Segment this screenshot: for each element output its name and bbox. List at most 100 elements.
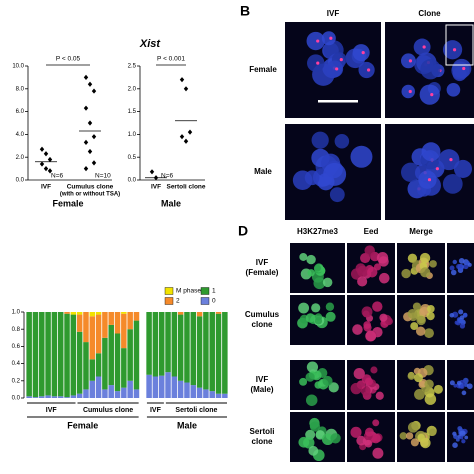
nucleus — [453, 159, 473, 178]
signal — [361, 50, 365, 55]
nucleus — [405, 432, 414, 440]
bar-segment — [95, 314, 102, 354]
y-tick-label: 8.0 — [16, 86, 25, 92]
bar-segment — [114, 391, 121, 398]
nucleus — [352, 324, 363, 335]
nucleus — [356, 435, 367, 446]
y-tick-label: 4.0 — [16, 132, 25, 138]
bar-segment — [64, 313, 70, 398]
legend-label: 2 — [176, 298, 180, 305]
row-label: clone — [252, 437, 273, 446]
n-label: N=6 — [51, 173, 63, 180]
data-point — [87, 120, 93, 126]
signal — [408, 59, 413, 63]
bar-segment — [222, 393, 228, 398]
group-label: Male — [161, 198, 181, 208]
nucleus — [416, 315, 426, 326]
nucleus — [410, 438, 419, 447]
column-label: Clone — [418, 9, 441, 18]
nucleus — [306, 254, 316, 265]
signal — [316, 61, 320, 65]
legend-label: M phase — [176, 288, 201, 295]
bar-segment — [89, 312, 96, 317]
nucleus — [401, 84, 416, 99]
bar-segment — [114, 312, 121, 334]
nucleus — [458, 309, 464, 315]
chart-title: Xist — [139, 38, 162, 50]
y-tick-label: 0.6 — [12, 344, 21, 350]
nucleus — [360, 252, 371, 264]
bar-segment — [76, 312, 83, 315]
y-tick-label: 1.0 — [128, 132, 137, 138]
nucleus — [334, 133, 350, 149]
data-point — [149, 169, 155, 175]
bar-segment — [121, 313, 127, 349]
bar-segment — [95, 312, 102, 315]
nucleus — [305, 372, 315, 382]
bar-segment — [76, 331, 83, 394]
bar-segment — [146, 374, 152, 398]
nucleus — [410, 322, 419, 331]
nucleus — [358, 61, 375, 79]
bar-segment — [32, 312, 39, 398]
data-point — [39, 161, 45, 167]
legend-swatch — [200, 297, 210, 305]
bar-segment — [222, 312, 228, 394]
y-tick-label: 0.0 — [128, 178, 137, 184]
bar-segment — [127, 312, 133, 330]
data-point — [87, 81, 93, 87]
p-value: P < 0.001 — [157, 56, 185, 63]
bar-segment — [215, 313, 222, 394]
n-label: N=6 — [161, 173, 173, 180]
bar-segment — [165, 372, 171, 398]
nucleus — [426, 305, 435, 313]
nucleus — [323, 162, 347, 186]
inset-box — [445, 24, 474, 66]
bar-segment — [152, 376, 159, 398]
bar-segment — [127, 380, 133, 398]
nucleus — [370, 433, 381, 444]
nucleus — [365, 330, 377, 342]
bar-segment — [26, 396, 32, 398]
group-label: Cumulus clone — [83, 407, 133, 414]
row-label: Female — [249, 65, 277, 74]
bar-segment — [83, 312, 89, 343]
nucleus — [375, 391, 384, 400]
nucleus — [461, 390, 467, 396]
data-point — [87, 148, 93, 155]
bar-segment — [89, 316, 96, 360]
data-point — [91, 88, 97, 94]
row-label: (Male) — [250, 385, 273, 394]
nucleus — [424, 393, 437, 405]
signal — [366, 68, 371, 72]
nucleus — [370, 366, 378, 374]
bar-segment — [177, 380, 184, 398]
nucleus — [453, 383, 458, 388]
nucleus — [364, 245, 375, 256]
bar-segment — [209, 391, 215, 398]
bar-segment — [171, 312, 178, 377]
nucleus — [421, 142, 441, 162]
nucleus — [459, 384, 465, 389]
nucleus — [361, 306, 373, 318]
data-point — [39, 146, 45, 152]
legend-label: 0 — [212, 298, 216, 305]
nucleus — [424, 328, 434, 339]
bar-segment — [45, 395, 51, 398]
nucleus — [304, 170, 320, 186]
legend-label: 1 — [212, 288, 216, 295]
y-tick-label: 0.5 — [128, 155, 137, 161]
bar-segment — [76, 314, 83, 332]
bar-segment — [177, 312, 184, 315]
x-tick-label: Cumulus clone — [67, 184, 114, 191]
nucleus — [307, 269, 315, 277]
bar-segment — [146, 312, 152, 375]
nucleus — [426, 311, 435, 321]
nucleus — [438, 149, 460, 171]
signal — [339, 58, 343, 62]
nucleus — [308, 445, 319, 456]
nucleus — [357, 276, 368, 287]
bar-segment — [102, 337, 108, 390]
